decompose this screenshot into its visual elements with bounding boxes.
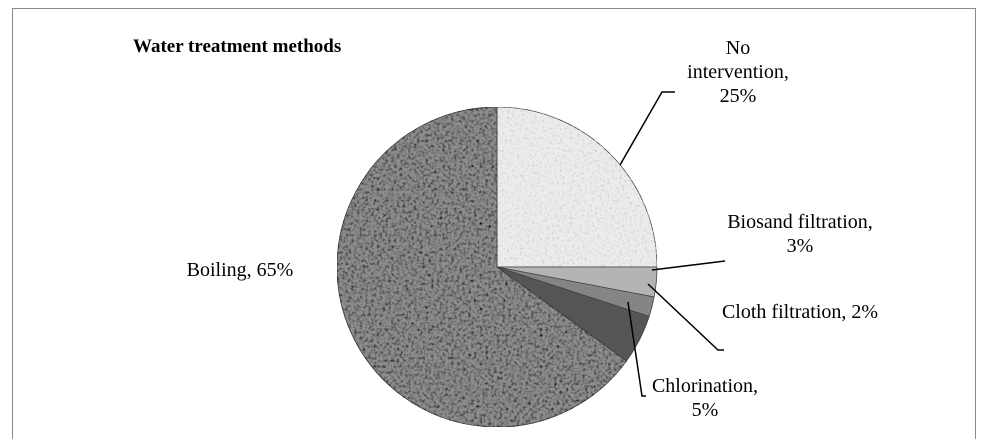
slice-label: Chlorination, 5% bbox=[651, 375, 759, 421]
slice-label: No intervention, 25% bbox=[687, 37, 789, 107]
leader-line bbox=[647, 283, 724, 351]
chart-frame bbox=[12, 8, 976, 439]
slice-label: Cloth filtration, 2% bbox=[721, 301, 879, 323]
slice-label: Biosand filtration, 3% bbox=[727, 211, 873, 257]
slice-label: Boiling, 65% bbox=[186, 259, 294, 281]
leader-line bbox=[651, 260, 726, 271]
pie-slice bbox=[336, 106, 628, 428]
leader-line bbox=[619, 91, 675, 166]
leader-line bbox=[627, 301, 646, 397]
pie-slice bbox=[496, 106, 658, 268]
chart-title: Water treatment methods bbox=[133, 36, 342, 57]
